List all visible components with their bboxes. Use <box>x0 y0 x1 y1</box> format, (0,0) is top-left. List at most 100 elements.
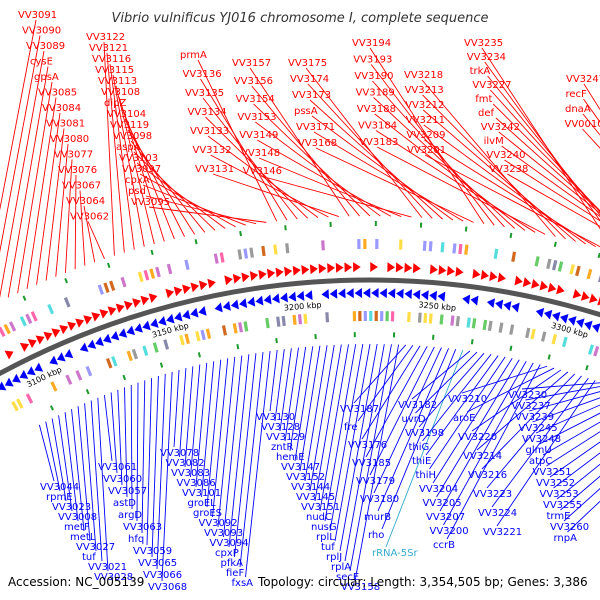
forward-gene-label: VV3194 <box>352 38 391 49</box>
forward-gene-label: VV3095 <box>131 197 170 208</box>
reverse-gene-label: VV3210 <box>448 394 487 405</box>
reverse-cog-block <box>358 311 362 322</box>
reverse-gene-arrow <box>190 307 199 318</box>
forward-gene-label: trkA <box>470 66 491 77</box>
forward-leader-line <box>0 19 37 211</box>
forward-leader-line <box>251 85 360 217</box>
reverse-gene-arrow <box>0 381 7 391</box>
forward-gene-label: aspA <box>116 142 141 153</box>
reverse-leader-line <box>201 361 215 498</box>
forward-cog-block <box>249 247 254 258</box>
forward-leader-line <box>422 94 566 240</box>
reverse-gene-arrow <box>535 307 545 318</box>
reverse-gene-arrow <box>371 288 379 299</box>
forward-gene-label: VV3133 <box>190 126 229 137</box>
reverse-gene-label: ccrB <box>433 540 455 551</box>
forward-leader-line <box>260 175 412 218</box>
reverse-leader-line <box>361 345 421 440</box>
forward-leader-line <box>202 97 298 220</box>
reverse-leader-line <box>334 343 371 542</box>
forward-cog-block <box>219 252 225 263</box>
forward-gene-arrow <box>404 262 413 273</box>
reverse-gene-arrow <box>396 288 404 299</box>
forward-cog-block <box>440 242 445 253</box>
reverse-leader-line <box>443 362 534 526</box>
reverse-gene-arrow <box>321 289 330 300</box>
reverse-gene-arrow <box>429 290 438 301</box>
forward-gene-arrow <box>455 266 464 277</box>
reverse-gene-label: VV3060 <box>103 474 142 485</box>
scale-label: 3250 kbp <box>418 300 456 312</box>
reverse-gene-arrow <box>584 320 593 331</box>
reverse-leader-line <box>539 412 600 445</box>
forward-gene-arrow <box>301 264 310 275</box>
reverse-gene-arrow <box>495 299 504 310</box>
forward-leader-line <box>313 131 464 222</box>
reverse-leader-line <box>217 356 236 528</box>
forward-gene-label: VV3081 <box>46 119 85 130</box>
reverse-gene-label: VV3185 <box>352 458 391 469</box>
forward-gene-arrow <box>497 272 506 283</box>
forward-gene-label: VV3154 <box>236 94 275 105</box>
forward-cog-block <box>493 248 499 259</box>
reverse-cog-block <box>221 325 228 336</box>
reverse-gene-arrow <box>239 298 248 308</box>
inner-tick-marker <box>159 362 164 368</box>
reverse-gene-label: murB <box>364 512 391 523</box>
reverse-cog-block <box>238 322 243 333</box>
forward-cog-block <box>25 313 33 324</box>
forward-cog-block <box>557 261 564 272</box>
reverse-leader-line <box>279 348 292 432</box>
forward-gene-label: cysE <box>30 57 53 68</box>
inner-tick-marker <box>49 405 54 411</box>
outer-tick-marker <box>64 277 68 284</box>
reverse-leader-line <box>190 364 201 478</box>
forward-gene-arrow <box>241 272 250 283</box>
forward-gene-arrow <box>580 291 590 301</box>
reverse-gene-arrow <box>338 288 346 299</box>
reverse-gene-arrow <box>552 311 561 322</box>
forward-leader-line <box>142 184 246 226</box>
forward-gene-arrow <box>531 278 540 289</box>
forward-gene-arrow <box>249 271 259 281</box>
reverse-cog-block <box>163 339 170 350</box>
outer-tick-marker <box>553 241 557 247</box>
forward-cog-block <box>149 268 156 279</box>
reverse-gene-label: hfq <box>128 534 144 545</box>
forward-gene-arrow <box>173 286 183 297</box>
forward-gene-arrow <box>190 282 200 293</box>
reverse-leader-line <box>304 345 328 482</box>
forward-cog-block <box>551 259 558 271</box>
reverse-gene-arrow <box>437 291 446 302</box>
reverse-leader-line <box>466 367 555 413</box>
reverse-leader-line <box>146 378 153 546</box>
forward-gene-label: VV3213 <box>405 85 444 96</box>
reverse-gene-label: VV3237 <box>512 401 551 412</box>
reverse-leader-line <box>549 441 600 478</box>
forward-leader-line <box>484 61 600 222</box>
reverse-gene-label: thiH <box>416 470 437 481</box>
forward-gene-label: ilvM <box>484 136 504 147</box>
reverse-leader-line <box>234 353 257 558</box>
reverse-gene-arrow <box>263 294 272 305</box>
forward-gene-arrow <box>370 262 378 273</box>
forward-leader-line <box>118 96 165 242</box>
forward-leader-line <box>145 195 257 225</box>
forward-gene-label: def <box>478 108 495 119</box>
forward-gene-arrow <box>91 312 101 322</box>
forward-leader-line <box>205 116 309 219</box>
reverse-leader-line <box>239 351 264 568</box>
reverse-gene-arrow <box>592 323 600 333</box>
forward-gene-label: VV3171 <box>296 122 335 133</box>
reverse-gene-label: pfkA <box>221 558 244 569</box>
reverse-gene-arrow <box>503 301 512 311</box>
forward-gene-label: VV3080 <box>50 134 89 145</box>
reverse-gene-label: cpxP <box>215 548 239 559</box>
reverse-leader-line <box>64 412 79 522</box>
reverse-cog-block <box>439 314 444 325</box>
inner-tick-marker <box>509 345 513 351</box>
forward-leader-line <box>106 52 125 253</box>
reverse-gene-label: VV3200 <box>430 526 469 537</box>
feature-layer <box>0 221 600 412</box>
